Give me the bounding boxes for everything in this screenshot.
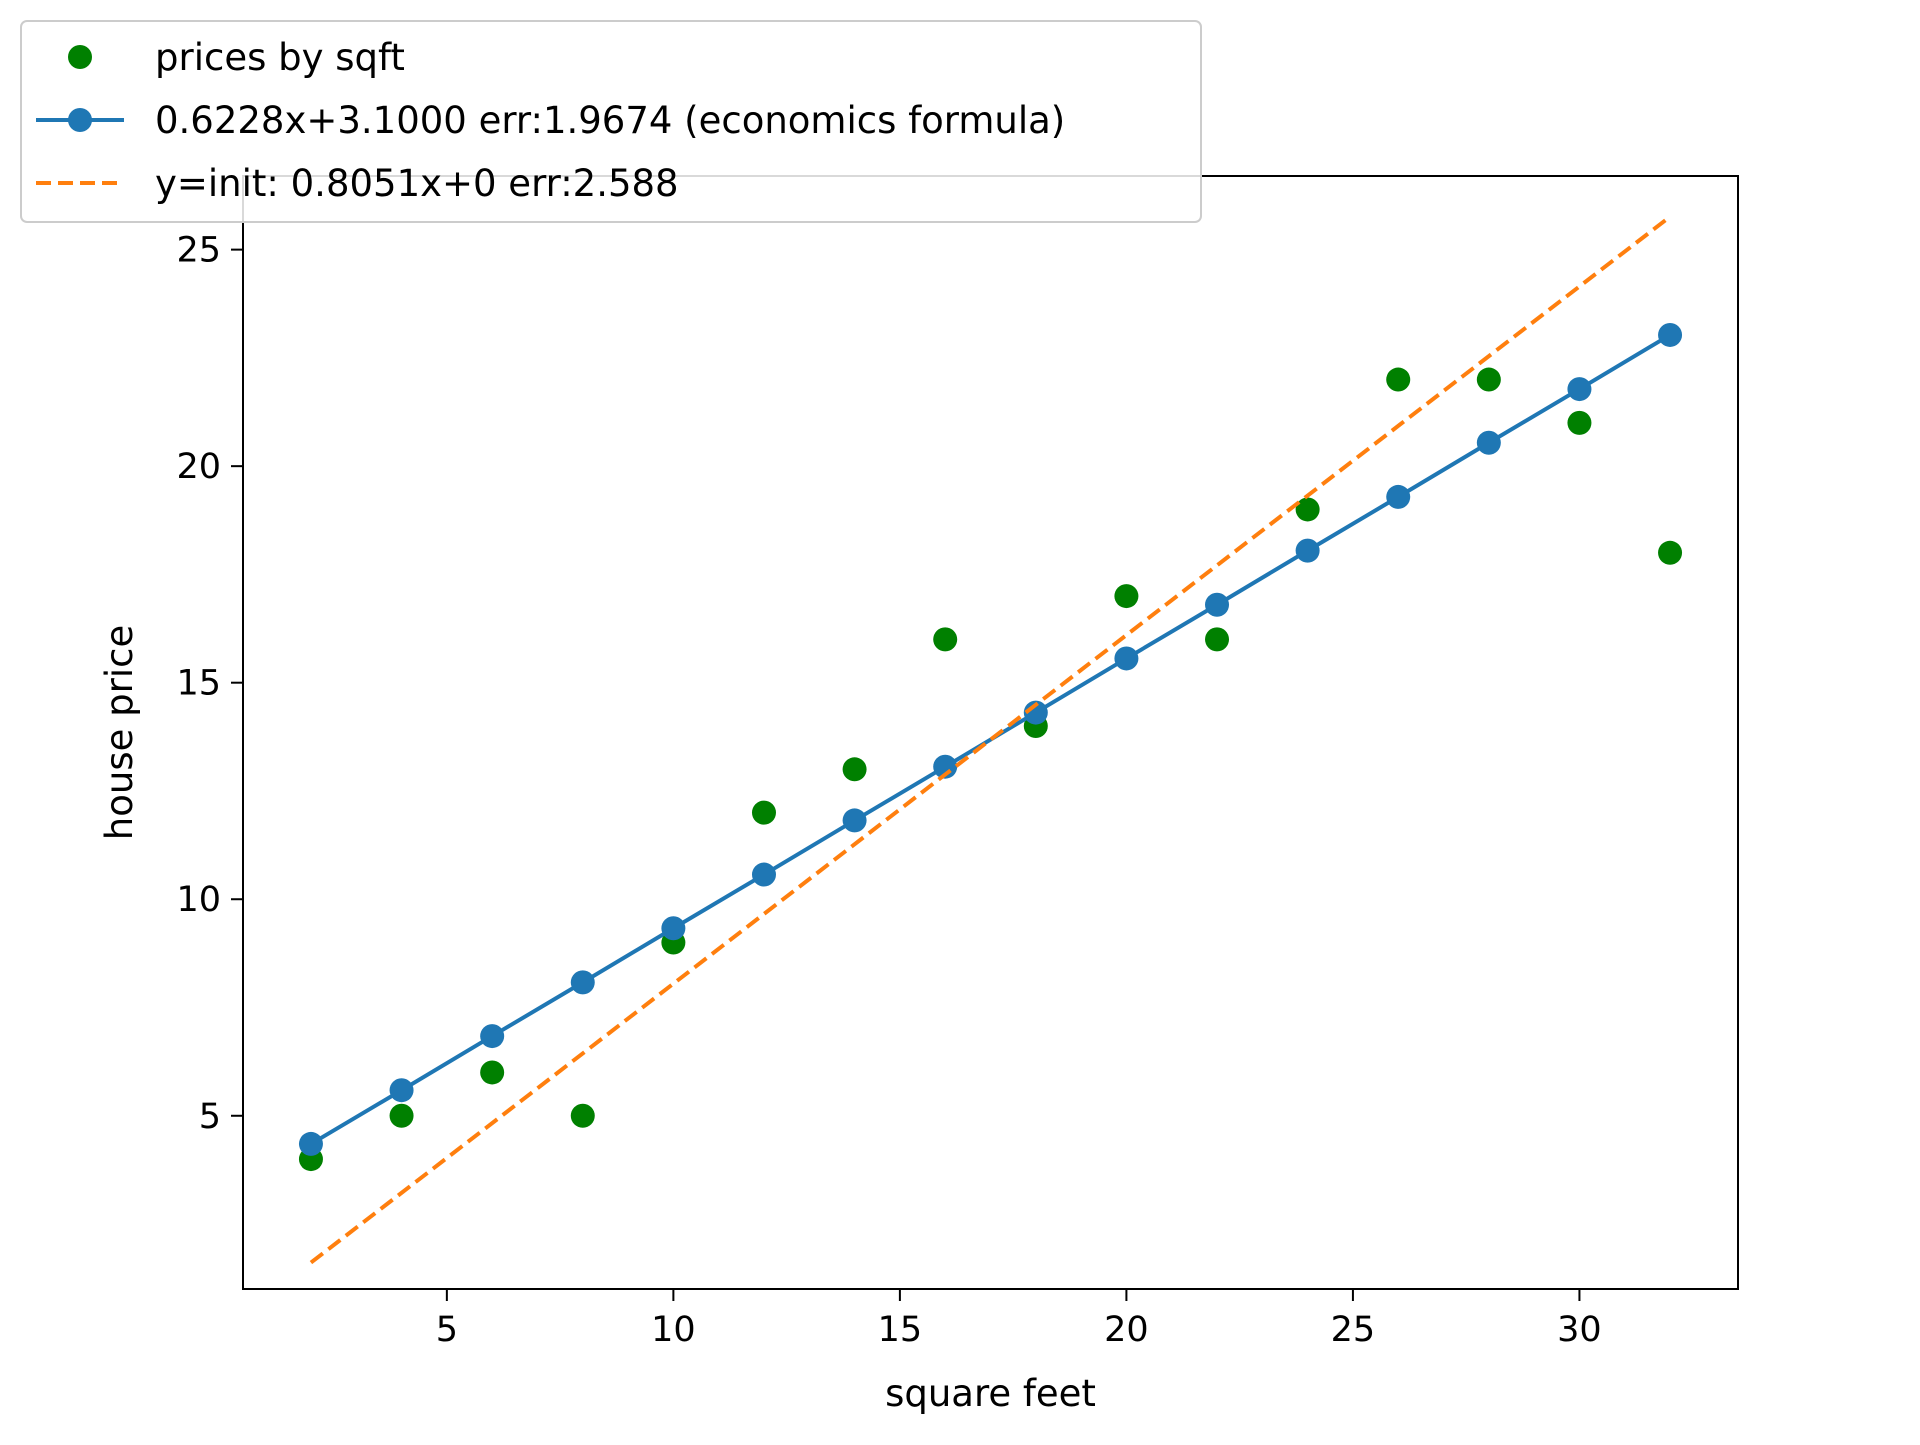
x-tick-label: 15 [878, 1310, 923, 1350]
data-point [389, 1103, 414, 1128]
fit-point [842, 808, 867, 833]
data-point [1205, 627, 1230, 652]
fit-point [389, 1078, 414, 1103]
x-tick-label: 30 [1557, 1310, 1602, 1350]
data-point [933, 627, 958, 652]
fit-point [298, 1131, 323, 1156]
x-tick-label: 20 [1104, 1310, 1149, 1350]
axis-ticks: 5 10 15 20 25 30 5 10 15 20 25 [176, 231, 1601, 1350]
fit-point [1567, 377, 1592, 402]
legend-marker [68, 45, 92, 69]
fit-point [480, 1024, 505, 1049]
y-tick-label: 15 [176, 664, 221, 704]
legend-marker [68, 108, 92, 132]
data-point [1386, 367, 1411, 392]
fit-point [1658, 322, 1683, 347]
fit-point [1386, 484, 1411, 509]
fit-point [933, 754, 958, 779]
data-point [751, 800, 776, 825]
axes-frame [242, 175, 1739, 1290]
data-point [1114, 584, 1139, 609]
plot-area [298, 215, 1683, 1265]
series-1 [298, 367, 1683, 1172]
x-tick-label: 5 [436, 1310, 458, 1350]
data-point [1567, 410, 1592, 435]
y-tick-label: 5 [199, 1097, 221, 1137]
fit-point [1023, 700, 1048, 725]
legend-label: prices by sqft [155, 36, 405, 79]
fit-point [1205, 592, 1230, 617]
y-tick-label: 10 [176, 880, 221, 920]
y-axis-label: house price [98, 625, 141, 840]
data-point [1295, 497, 1320, 522]
series-2 [298, 322, 1683, 1156]
fit-point [751, 862, 776, 887]
fit-point [661, 916, 686, 941]
fit-point [1114, 646, 1139, 671]
legend: prices by sqft 0.6228x+3.1000 err:1.9674 … [20, 20, 1202, 223]
data-point [570, 1103, 595, 1128]
fit-line [309, 333, 1672, 1146]
y-tick-label: 25 [176, 231, 221, 271]
legend-label: y=init: 0.8051x+0 err:2.588 [155, 162, 679, 205]
fit-point [570, 970, 595, 995]
data-point [480, 1060, 505, 1085]
data-point [1476, 367, 1501, 392]
x-tick-label: 10 [651, 1310, 696, 1350]
x-tick-label: 25 [1331, 1310, 1376, 1350]
data-point [842, 757, 867, 782]
legend-label: 0.6228x+3.1000 err:1.9674 (economics for… [155, 99, 1065, 142]
fit-point [1476, 430, 1501, 455]
fit-point [1295, 538, 1320, 563]
y-tick-label: 20 [176, 447, 221, 487]
data-point [1658, 540, 1683, 565]
x-axis-label: square feet [885, 1372, 1096, 1415]
legend-box [20, 20, 1202, 223]
